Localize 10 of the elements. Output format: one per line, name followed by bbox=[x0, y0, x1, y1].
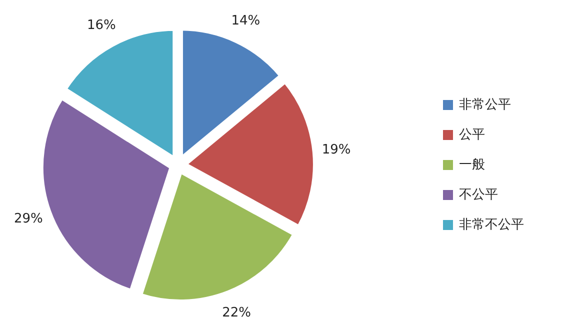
legend-label: 非常不公平 bbox=[459, 218, 524, 233]
data-label: 22% bbox=[222, 305, 251, 320]
data-label: 29% bbox=[14, 211, 43, 226]
legend-label: 一般 bbox=[459, 158, 485, 173]
legend-label: 公平 bbox=[459, 128, 485, 143]
data-label: 14% bbox=[231, 14, 260, 29]
data-label: 19% bbox=[322, 142, 351, 158]
legend-label: 非常公平 bbox=[459, 98, 511, 113]
data-label: 16% bbox=[86, 18, 116, 34]
legend-label: 不公平 bbox=[459, 188, 498, 203]
